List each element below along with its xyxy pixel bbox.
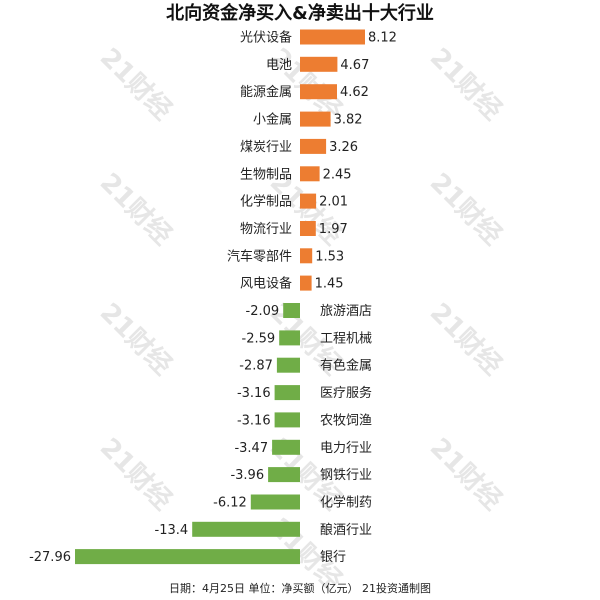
bar-有色金属 (276, 357, 300, 373)
bar-化学制药 (250, 494, 300, 510)
bar-汽车零部件 (300, 248, 313, 264)
bar-工程机械 (279, 330, 300, 346)
data-label: -27.96 (29, 550, 71, 565)
bar-化学制品 (300, 193, 317, 209)
data-label: 2.01 (319, 195, 348, 210)
watermark-logo: 21财经 (94, 432, 178, 516)
category-label: 风电设备 (240, 276, 292, 292)
data-label: 1.53 (315, 249, 344, 264)
data-label: -2.59 (242, 331, 276, 346)
data-label: -3.16 (237, 413, 271, 428)
bar-医疗服务 (274, 385, 300, 401)
bar-光伏设备 (300, 29, 365, 45)
watermark-logo: 21财经 (424, 297, 508, 381)
watermark-logo: 21财经 (424, 432, 508, 516)
data-label: 4.67 (340, 58, 369, 73)
watermark-logo: 21财经 (94, 167, 178, 251)
data-label: 1.97 (319, 222, 348, 237)
data-label: 4.62 (340, 85, 369, 100)
bar-酿酒行业 (192, 521, 300, 537)
category-label: 小金属 (253, 112, 292, 128)
data-label: -13.4 (155, 523, 189, 538)
watermark-logo: 21财经 (94, 42, 178, 126)
data-label: 3.82 (334, 113, 363, 128)
category-label: 能源金属 (240, 84, 292, 100)
data-label: -3.16 (237, 386, 271, 401)
category-label: 化学制品 (240, 194, 292, 210)
chart-footer: 日期：4月25日 单位：净买额（亿元） 21投资通制图 (169, 581, 431, 595)
data-label: 1.45 (315, 277, 344, 292)
chart-title: 北向资金净买入&净卖出十大行业 (166, 2, 434, 24)
category-label: 有色金属 (320, 358, 372, 374)
data-label: -3.96 (230, 468, 264, 483)
bar-旅游酒店 (283, 303, 300, 318)
bar-能源金属 (300, 84, 337, 100)
watermark-logo: 21财经 (424, 167, 508, 251)
category-label: 电池 (266, 58, 292, 73)
bar-风电设备 (300, 275, 312, 291)
bar-电池 (300, 56, 338, 72)
category-label: 钢铁行业 (320, 468, 372, 483)
bar-煤炭行业 (300, 138, 327, 154)
data-label: 8.12 (368, 31, 397, 46)
watermark-logo: 21财经 (94, 297, 178, 381)
bar-农牧饲渔 (274, 412, 300, 428)
data-label: -2.09 (246, 304, 280, 319)
bar-物流行业 (300, 221, 316, 236)
bar-电力行业 (272, 439, 300, 455)
category-label: 酿酒行业 (320, 522, 372, 538)
bar-小金属 (300, 111, 331, 127)
data-label: -6.12 (213, 496, 247, 511)
category-label: 医疗服务 (320, 385, 372, 401)
data-label: 3.26 (329, 140, 358, 155)
bar-生物制品 (300, 166, 320, 182)
bar-银行 (75, 549, 300, 565)
category-label: 旅游酒店 (320, 304, 372, 319)
category-label: 物流行业 (240, 222, 292, 237)
data-label: 2.45 (323, 167, 352, 182)
bar-钢铁行业 (268, 467, 300, 483)
category-label: 工程机械 (320, 331, 372, 346)
category-label: 电力行业 (320, 441, 372, 456)
category-label: 生物制品 (240, 167, 292, 182)
bars-layer: 光伏设备 8.12 电池 4.67 能源金属 4.62 小金属 3.82 煤炭行业 3.26 生物制… (29, 29, 397, 565)
category-label: 光伏设备 (240, 30, 292, 46)
category-label: 农牧饲渔 (320, 413, 372, 428)
category-label: 银行 (320, 550, 346, 565)
category-label: 汽车零部件 (227, 248, 292, 264)
category-label: 煤炭行业 (240, 140, 292, 155)
data-label: -3.47 (234, 441, 268, 456)
watermark-logo: 21财经 (424, 42, 508, 126)
data-label: -2.87 (239, 359, 273, 374)
category-label: 化学制药 (320, 495, 372, 511)
